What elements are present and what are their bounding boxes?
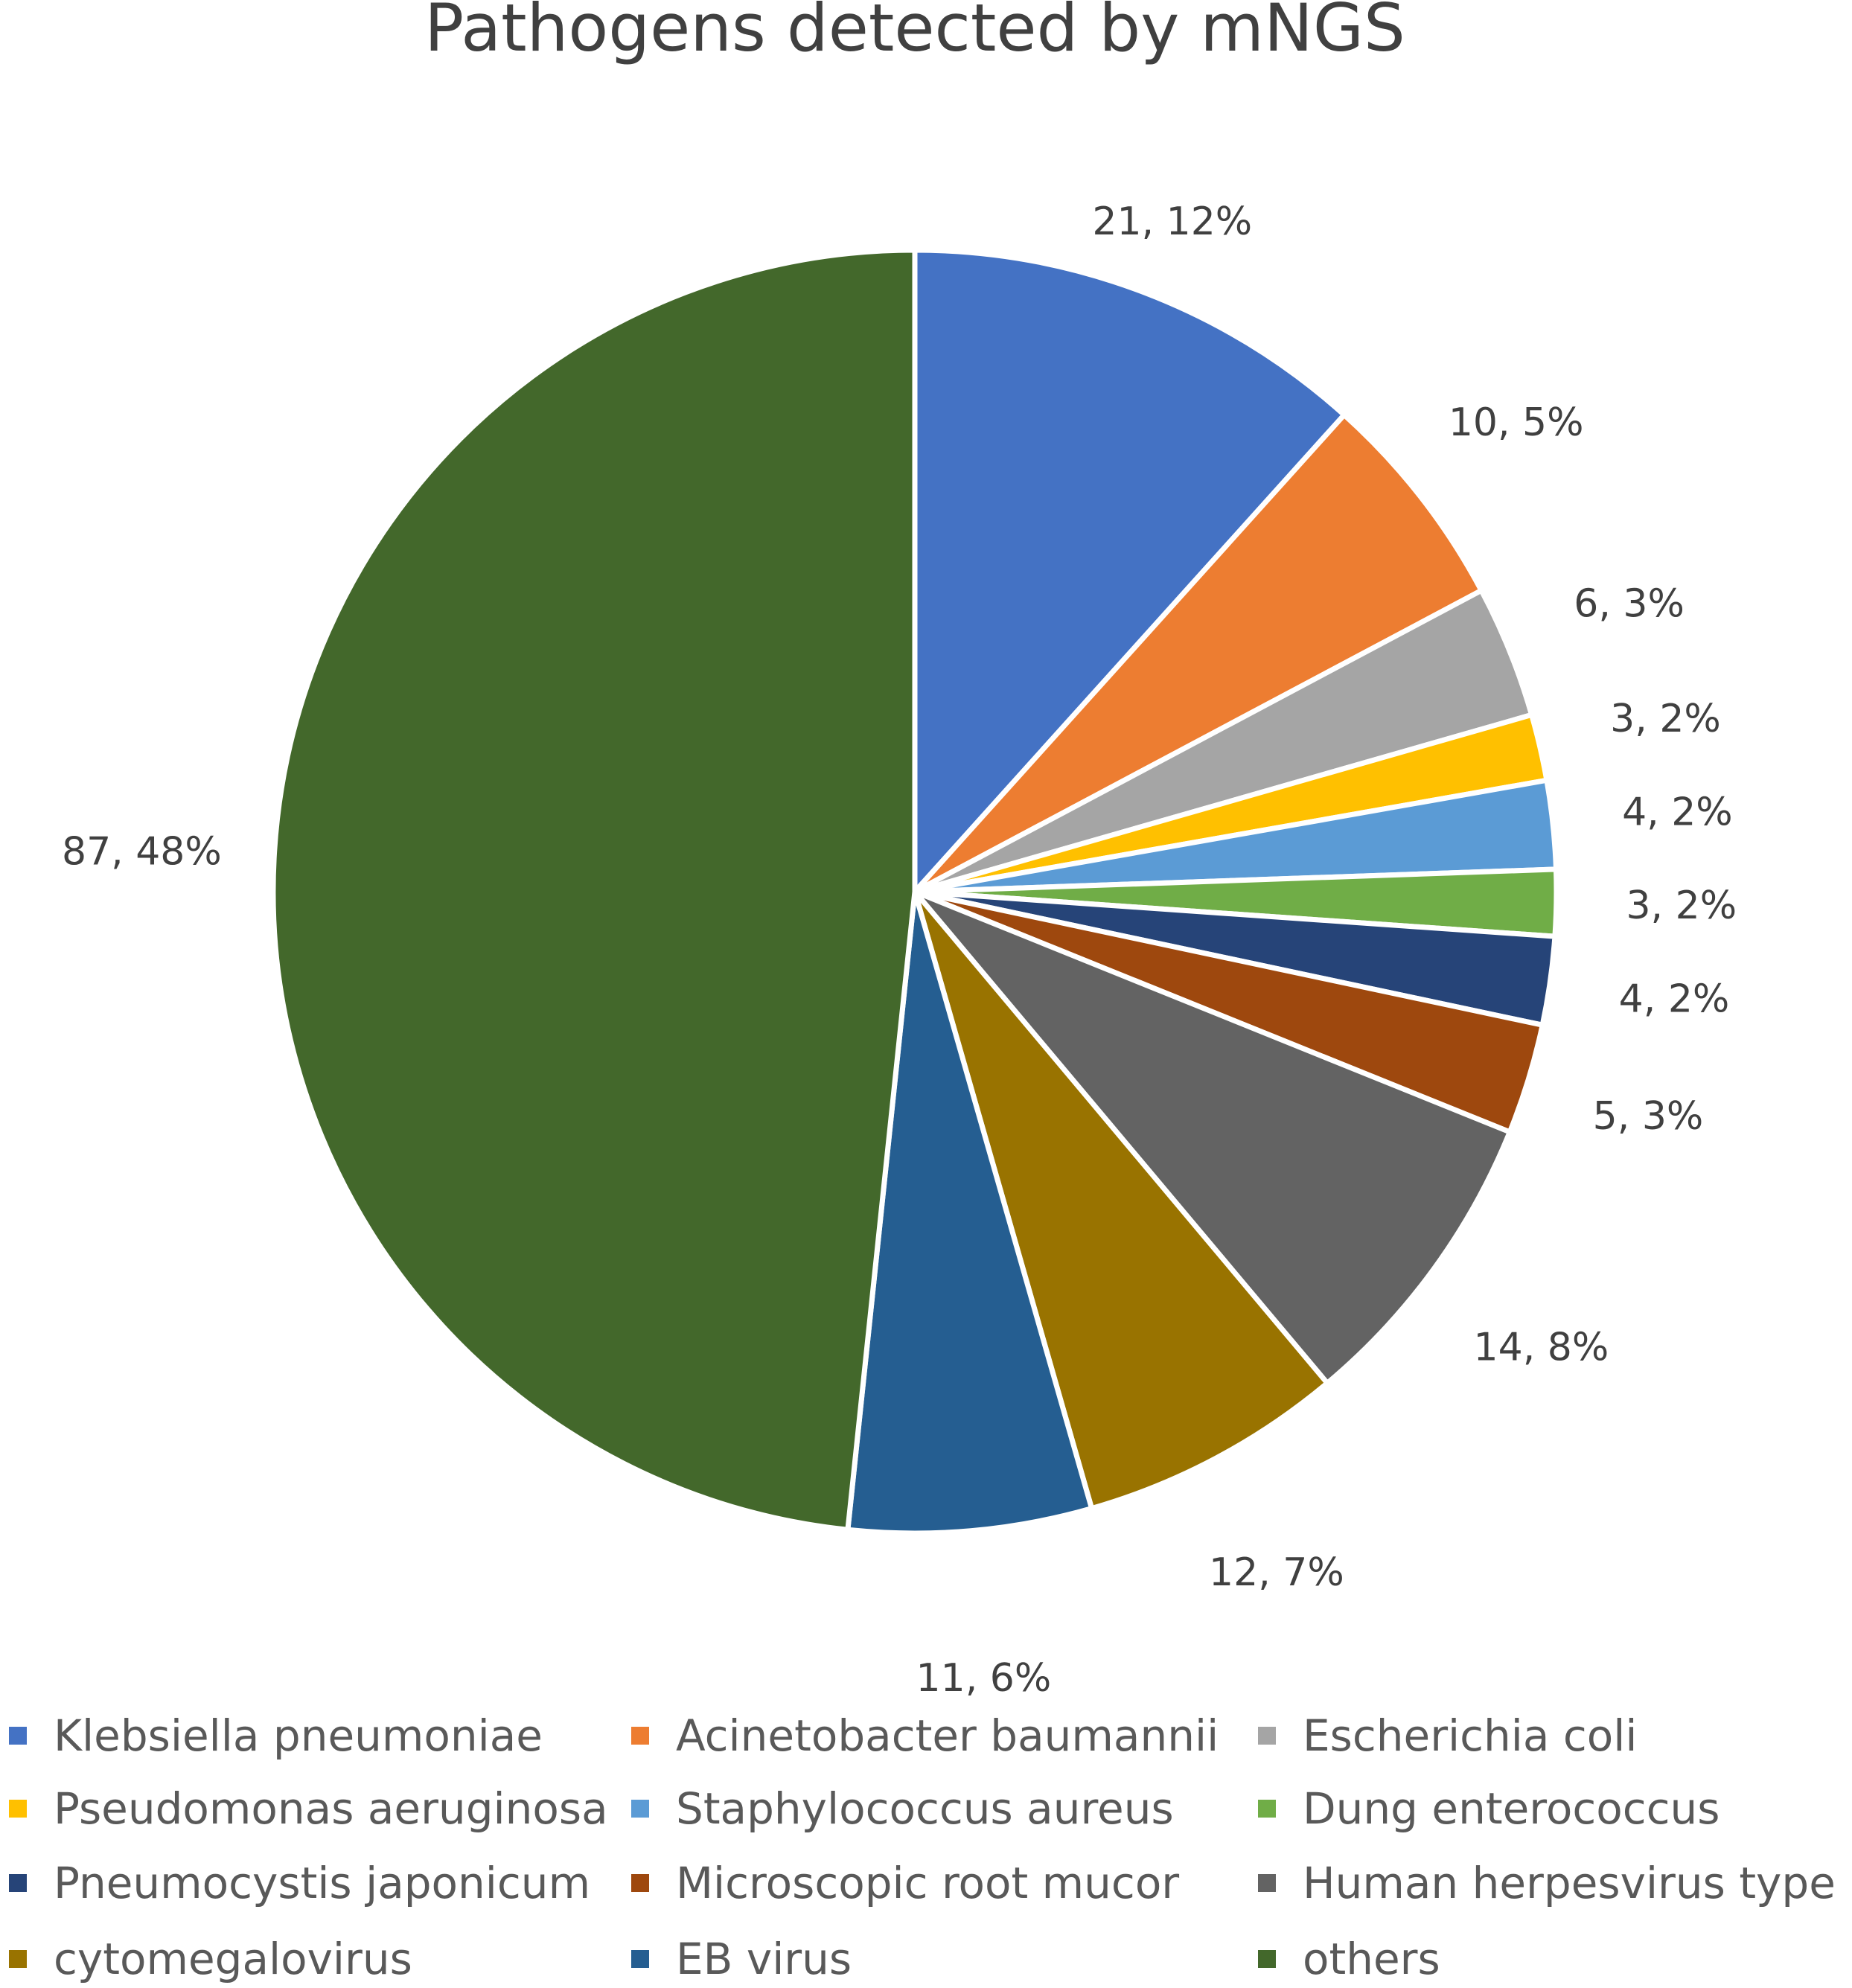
legend-swatch-staphylococcus-aureus	[631, 1800, 649, 1818]
legend-item-eb-virus: EB virus	[631, 1934, 852, 1984]
legend: Klebsiella pneumoniae Acinetobacter bauma…	[9, 1710, 1852, 1984]
legend-label-dung-enterococcus: Dung enterococcus	[1303, 1783, 1720, 1834]
legend-label-pneumocystis-japonicum: Pneumocystis japonicum	[54, 1858, 590, 1908]
legend-label-pseudomonas-aeruginosa: Pseudomonas aeruginosa	[54, 1783, 608, 1834]
pie-slices	[270, 247, 1559, 1536]
legend-item-staphylococcus-aureus: Staphylococcus aureus	[631, 1783, 1174, 1834]
chart-title: Pathogens detected by mNGS	[424, 0, 1405, 66]
legend-item-acinetobacter-baumannii: Acinetobacter baumannii	[631, 1710, 1219, 1761]
legend-item-escherichia-coli: Escherichia coli	[1258, 1710, 1638, 1761]
legend-item-pseudomonas-aeruginosa: Pseudomonas aeruginosa	[9, 1783, 608, 1834]
data-label-pseudomonas-aeruginosa: 3, 2%	[1610, 697, 1721, 741]
data-label-others: 87, 48%	[62, 830, 222, 875]
legend-swatch-klebsiella-pneumoniae	[9, 1727, 27, 1745]
pie-slice-acinetobacter-baumannii	[912, 412, 1484, 895]
data-label-dung-enterococcus: 3, 2%	[1626, 883, 1737, 928]
legend-item-pneumocystis-japonicum: Pneumocystis japonicum	[9, 1858, 590, 1908]
legend-item-cytomegalovirus: cytomegalovirus	[9, 1934, 412, 1984]
data-label-staphylococcus-aureus: 4, 2%	[1622, 790, 1733, 834]
pie-slice-cytomegalovirus	[912, 889, 1330, 1512]
legend-label-cytomegalovirus: cytomegalovirus	[54, 1934, 412, 1984]
legend-label-human-herpesvirus-type-5: Human herpesvirus type 5	[1303, 1858, 1852, 1908]
legend-swatch-pseudomonas-aeruginosa	[9, 1800, 27, 1818]
legend-swatch-microscopic-root-mucor	[631, 1874, 649, 1892]
data-label-acinetobacter-baumannii: 10, 5%	[1449, 400, 1584, 445]
data-label-escherichia-coli: 6, 3%	[1574, 581, 1685, 626]
pie-slice-eb-virus	[845, 889, 1095, 1536]
legend-swatch-escherichia-coli	[1258, 1727, 1276, 1745]
pie-slice-human-herpesvirus-type-5	[912, 889, 1513, 1386]
data-label-cytomegalovirus: 12, 7%	[1209, 1550, 1344, 1595]
legend-swatch-human-herpesvirus-type-5	[1258, 1874, 1276, 1892]
data-labels: 21, 12% 10, 5% 6, 3% 3, 2% 4, 2% 3, 2% 4, 2% 5,…	[62, 199, 1737, 1701]
legend-label-klebsiella-pneumoniae: Klebsiella pneumoniae	[54, 1710, 543, 1761]
data-label-eb-virus: 11, 6%	[916, 1656, 1052, 1701]
legend-item-dung-enterococcus: Dung enterococcus	[1258, 1783, 1720, 1834]
legend-swatch-eb-virus	[631, 1950, 649, 1968]
legend-item-klebsiella-pneumoniae: Klebsiella pneumoniae	[9, 1710, 543, 1761]
legend-label-others: others	[1303, 1934, 1440, 1984]
legend-label-escherichia-coli: Escherichia coli	[1303, 1710, 1638, 1761]
legend-swatch-others	[1258, 1950, 1276, 1968]
data-label-pneumocystis-japonicum: 4, 2%	[1619, 977, 1730, 1021]
legend-item-human-herpesvirus-type-5: Human herpesvirus type 5	[1258, 1858, 1852, 1908]
legend-label-acinetobacter-baumannii: Acinetobacter baumannii	[676, 1710, 1219, 1761]
legend-label-microscopic-root-mucor: Microscopic root mucor	[676, 1858, 1179, 1908]
data-label-klebsiella-pneumoniae: 21, 12%	[1092, 199, 1252, 244]
legend-item-microscopic-root-mucor: Microscopic root mucor	[631, 1858, 1179, 1908]
legend-label-eb-virus: EB virus	[676, 1934, 852, 1984]
legend-label-staphylococcus-aureus: Staphylococcus aureus	[676, 1783, 1174, 1834]
data-label-microscopic-root-mucor: 5, 3%	[1593, 1094, 1704, 1139]
legend-swatch-dung-enterococcus	[1258, 1800, 1276, 1818]
pie-slice-others	[270, 247, 918, 1532]
legend-item-others: others	[1258, 1934, 1440, 1984]
legend-swatch-pneumocystis-japonicum	[9, 1874, 27, 1892]
data-label-human-herpesvirus-type-5: 14, 8%	[1474, 1325, 1609, 1369]
legend-swatch-cytomegalovirus	[9, 1950, 27, 1968]
legend-swatch-acinetobacter-baumannii	[631, 1727, 649, 1745]
pie-slice-klebsiella-pneumoniae	[912, 247, 1347, 895]
